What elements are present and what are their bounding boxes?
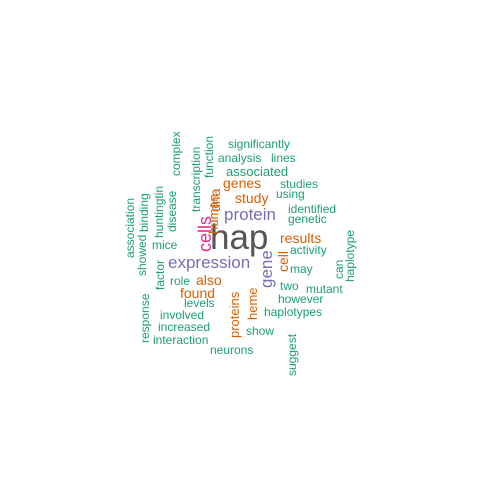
word-transcription: transcription	[189, 146, 203, 212]
word-cell: cell	[275, 250, 291, 272]
word-interaction: interaction	[153, 333, 209, 347]
word-mutant: mutant	[306, 282, 343, 296]
word-increased: increased	[158, 320, 211, 334]
word-response: response	[138, 293, 152, 343]
word-proteins: proteins	[227, 291, 242, 338]
word-genetic: genetic	[288, 212, 327, 226]
word-study: study	[235, 190, 269, 206]
word-using: using	[276, 187, 305, 201]
word-complex: complex	[169, 131, 183, 176]
word-neurons: neurons	[210, 343, 254, 357]
word-disease: disease	[165, 190, 179, 232]
word-however: however	[278, 292, 324, 306]
word-activity: activity	[290, 243, 327, 257]
word-results: results	[280, 230, 322, 246]
word-expression: expression	[168, 253, 251, 272]
word-associated: associated	[226, 164, 289, 179]
word-factor: factor	[153, 259, 167, 290]
word-role: role	[170, 274, 191, 288]
word-human: human	[206, 194, 221, 234]
word-studies: studies	[280, 177, 319, 191]
word-heme: heme	[245, 287, 260, 320]
word-show: show	[246, 324, 275, 338]
word-haplotype: haplotype	[343, 229, 357, 282]
word-may: may	[290, 262, 313, 276]
word-also: also	[196, 272, 222, 288]
word-mice: mice	[152, 238, 178, 252]
word-binding: binding	[137, 193, 151, 232]
word-gene: gene	[257, 250, 276, 288]
word-suggest: suggest	[285, 333, 299, 376]
word-two: two	[280, 279, 299, 293]
word-significantly: significantly	[228, 137, 291, 151]
word-hap: hap	[210, 218, 269, 257]
word-huntingtin: huntingtin	[152, 185, 166, 238]
word-levels: levels	[184, 296, 215, 310]
word-showed: showed	[135, 234, 149, 276]
word-analysis: analysis	[218, 151, 262, 165]
word-involved: involved	[160, 308, 205, 322]
word-function: function	[202, 135, 216, 178]
word-found: found	[180, 285, 216, 301]
word-identified: identified	[288, 202, 337, 216]
word-protein: protein	[224, 205, 276, 224]
word-genes: genes	[223, 175, 262, 191]
word-lines: lines	[271, 151, 296, 165]
word-haplotypes: haplotypes	[264, 305, 323, 319]
